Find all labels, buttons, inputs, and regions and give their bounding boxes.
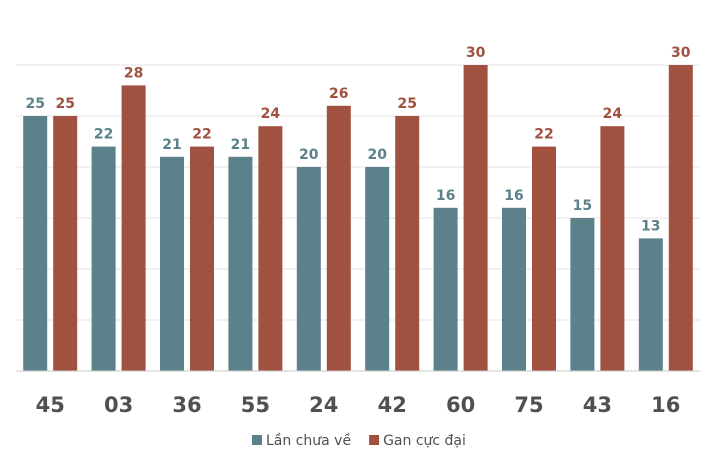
value-label: 25: [55, 96, 74, 112]
bar-lan-chua-ve-24: [296, 167, 321, 371]
bar-lan-chua-ve-43: [570, 218, 595, 371]
value-label: 15: [573, 198, 592, 214]
value-label: 22: [94, 127, 113, 143]
bar-gan-cuc-dai-16: [668, 65, 693, 371]
legend-swatch-lan-chua-ve: [252, 435, 262, 445]
value-label: 26: [329, 86, 348, 102]
legend-label-lan-chua-ve: Lần chưa về: [266, 432, 351, 449]
bar-gan-cuc-dai-24: [326, 105, 351, 372]
bar-gan-cuc-dai-75: [532, 146, 556, 371]
legend-swatch-gan-cuc-dai: [369, 435, 380, 445]
bar-lan-chua-ve-16: [638, 238, 663, 371]
bar-gan-cuc-dai-03: [121, 85, 146, 372]
bar-lan-chua-ve-60: [433, 207, 458, 371]
value-label: 21: [162, 137, 181, 153]
bars: [23, 65, 693, 372]
value-label: 16: [436, 188, 455, 204]
value-labels: 25 25 22 28 21 22 21 24 20 26 20 25 16 30 16 22 15 24 13 30: [25, 45, 690, 234]
value-label: 22: [534, 127, 553, 143]
value-label: 22: [192, 127, 211, 143]
bar-gan-cuc-dai-55: [258, 126, 283, 371]
value-label: 16: [504, 188, 523, 204]
bar-lan-chua-ve-75: [502, 207, 526, 371]
value-label: 30: [466, 45, 486, 61]
x-axis: 45 03 36 55 24 42 60 75 43 16: [16, 370, 700, 417]
grid-lines: [16, 64, 700, 321]
x-tick-label: 60: [446, 393, 475, 417]
bar-gan-cuc-dai-43: [600, 126, 625, 371]
x-tick-label: 16: [651, 393, 680, 417]
legend: Lần chưa về Gan cực đại: [252, 432, 466, 449]
bar-lan-chua-ve-03: [91, 146, 116, 371]
bar-lan-chua-ve-36: [160, 156, 184, 371]
x-tick-label: 43: [583, 393, 612, 417]
value-label: 30: [671, 45, 691, 61]
x-tick-label: 42: [378, 393, 407, 417]
bar-gan-cuc-dai-60: [463, 65, 488, 371]
value-label: 24: [261, 106, 281, 122]
x-tick-label: 24: [309, 393, 338, 417]
x-tick-label: 55: [241, 393, 270, 417]
x-tick-label: 03: [104, 393, 133, 417]
x-tick-label: 45: [36, 393, 65, 417]
x-tick-label: 36: [172, 393, 201, 417]
value-label: 25: [25, 96, 44, 112]
value-label: 20: [367, 147, 387, 163]
bar-lan-chua-ve-55: [228, 156, 253, 371]
bar-gan-cuc-dai-45: [53, 116, 78, 371]
bar-gan-cuc-dai-36: [190, 146, 214, 371]
bar-gan-cuc-dai-42: [395, 116, 420, 371]
value-label: 21: [231, 137, 250, 153]
value-label: 28: [124, 65, 143, 81]
bar-lan-chua-ve-42: [365, 167, 390, 371]
x-tick-label: 75: [514, 393, 543, 417]
legend-label-gan-cuc-dai: Gan cực đại: [383, 433, 466, 449]
bar-lan-chua-ve-45: [23, 116, 48, 371]
value-label: 13: [641, 218, 660, 234]
value-label: 20: [299, 147, 319, 163]
value-label: 24: [603, 106, 623, 122]
value-label: 25: [397, 96, 416, 112]
